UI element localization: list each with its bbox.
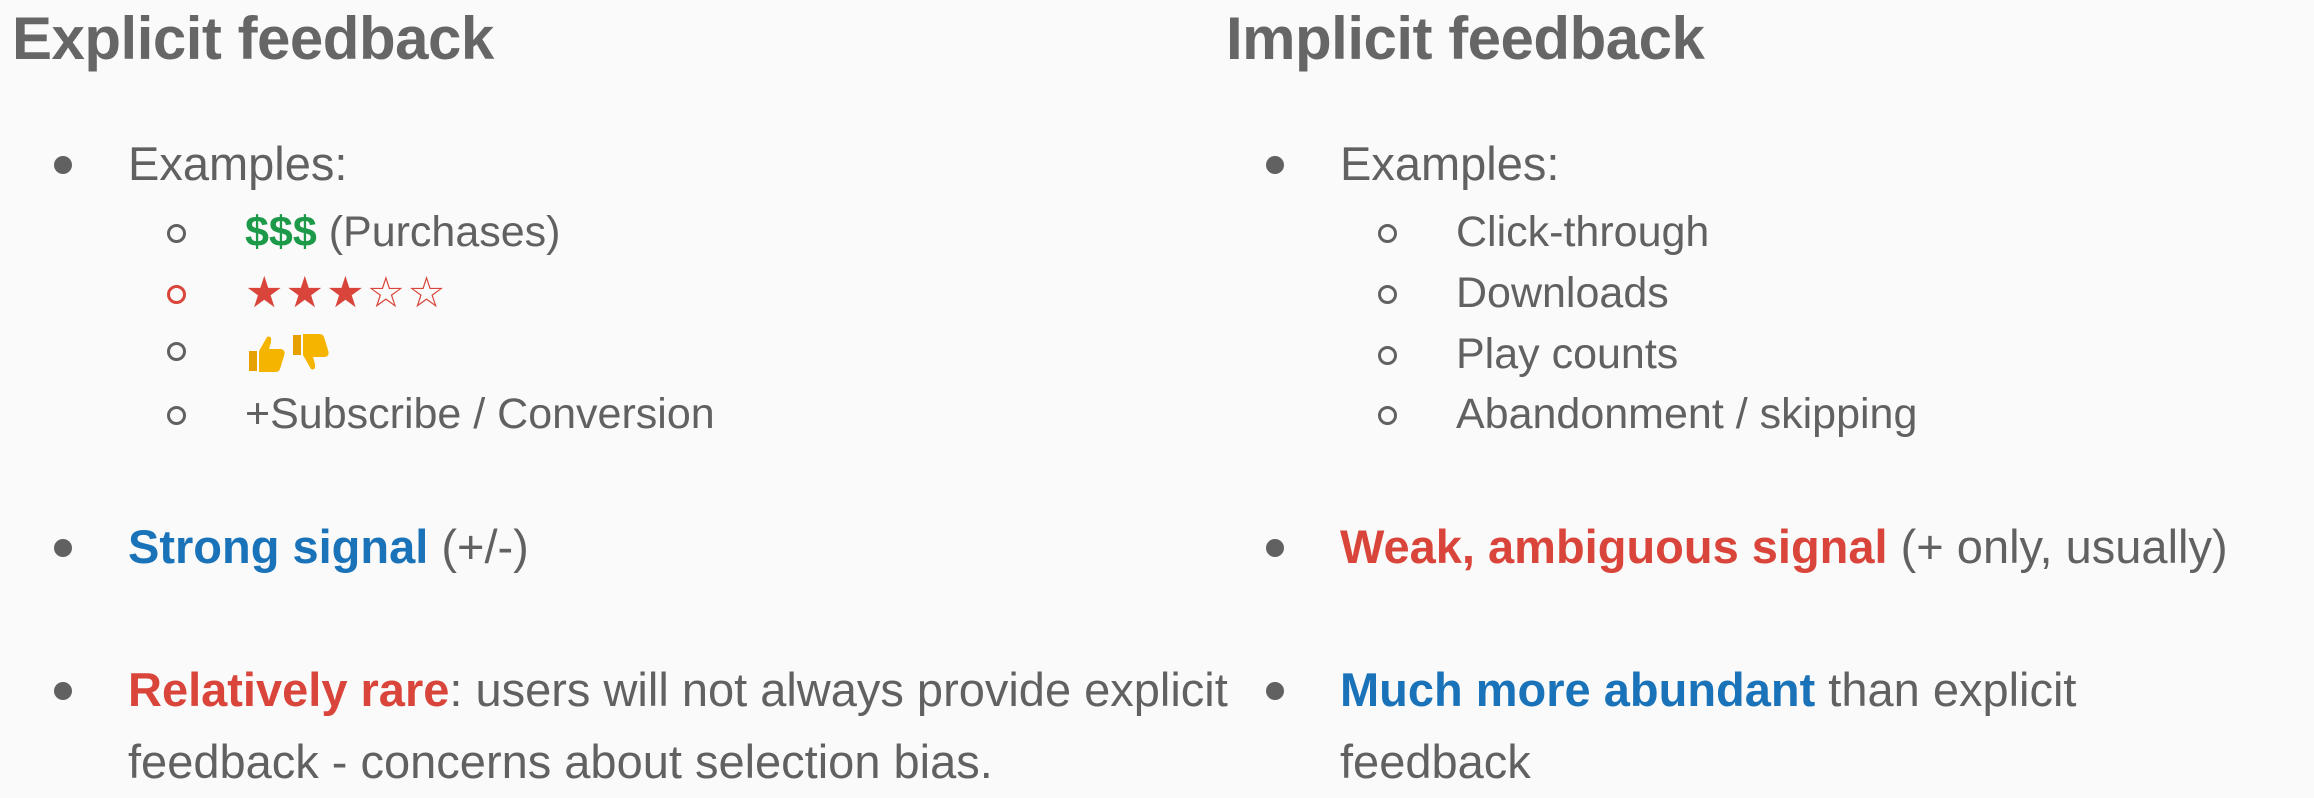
explicit-strong-signal-bullet: Strong signal (+/-) (54, 511, 529, 583)
sub-bullet-ring (1378, 285, 1397, 304)
bullet-dot (1266, 682, 1284, 700)
bullet-dot (1266, 539, 1284, 557)
implicit-example-item: Play counts (1378, 324, 1679, 384)
implicit-example-text: Abandonment / skipping (1456, 390, 1918, 438)
strong-signal-label: Strong signal (128, 520, 429, 573)
explicit-example-purchases: $$$ (Purchases) (167, 202, 561, 262)
explicit-example-thumbs (167, 320, 331, 380)
implicit-examples-bullet: Examples: (1266, 128, 1560, 200)
thumbs-icons (245, 331, 331, 375)
sub-bullet-ring (1378, 406, 1397, 425)
strong-signal-rest: (+/-) (428, 520, 529, 573)
implicit-example-item: Abandonment / skipping (1378, 384, 1918, 444)
sub-bullet-ring (1378, 346, 1397, 365)
bullet-dot (54, 539, 72, 557)
implicit-examples-label: Examples: (1340, 137, 1560, 190)
explicit-example-subscribe: +Subscribe / Conversion (167, 384, 715, 444)
weak-signal-label: Weak, ambiguous signal (1340, 520, 1888, 573)
implicit-example-text: Play counts (1456, 330, 1679, 378)
sub-bullet-ring (167, 342, 186, 361)
implicit-example-text: Downloads (1456, 269, 1669, 317)
implicit-weak-signal-bullet: Weak, ambiguous signal (+ only, usually) (1266, 511, 2228, 583)
sub-bullet-ring (1378, 224, 1397, 243)
explicit-examples-label: Examples: (128, 137, 348, 190)
bullet-dot (54, 156, 72, 174)
sub-bullet-ring (167, 406, 186, 425)
star-rating: ★★★☆☆ (245, 268, 448, 318)
abundant-label: Much more abundant (1340, 663, 1816, 716)
implicit-feedback-heading: Implicit feedback (1226, 5, 1705, 72)
implicit-example-item: Click-through (1378, 202, 1710, 262)
sub-bullet-ring (167, 224, 186, 243)
explicit-feedback-heading: Explicit feedback (12, 5, 494, 72)
bullet-dot (1266, 156, 1284, 174)
thumbs-down-icon (293, 333, 329, 370)
rare-rest: : users will not always provide explicit… (128, 663, 1228, 788)
bullet-dot (54, 682, 72, 700)
explicit-examples-bullet: Examples: (54, 128, 348, 200)
purchases-symbol: $$$ (245, 208, 317, 256)
abundant-rest: than explicit feedback (1340, 663, 2077, 788)
weak-signal-rest: (+ only, usually) (1887, 520, 2228, 573)
rare-label: Relatively rare (128, 663, 450, 716)
implicit-example-text: Click-through (1456, 208, 1710, 256)
purchases-text: (Purchases) (316, 208, 561, 256)
implicit-abundant-text: Much more abundant than explicit feedbac… (1340, 654, 2190, 798)
implicit-example-item: Downloads (1378, 263, 1669, 323)
explicit-rare-text: Relatively rare: users will not always p… (128, 654, 1268, 798)
subscribe-text: +Subscribe / Conversion (245, 390, 715, 438)
explicit-example-stars: ★★★☆☆ (167, 263, 448, 323)
sub-bullet-ring (167, 285, 186, 304)
thumbs-up-icon (249, 336, 285, 372)
